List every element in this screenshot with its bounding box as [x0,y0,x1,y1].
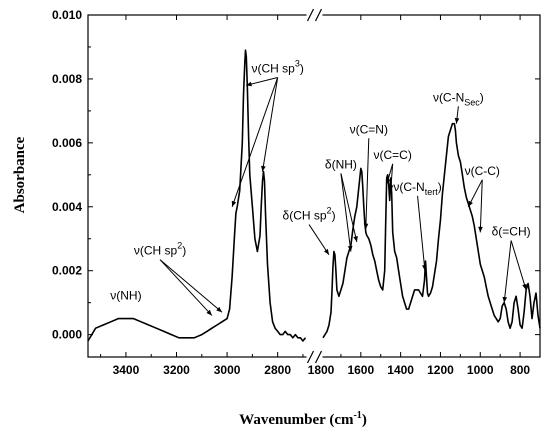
band-arrowhead [231,200,237,207]
break-gap-top [306,9,323,21]
y-tick-label: 0.010 [52,8,82,22]
x-tick-label: 3400 [113,363,140,377]
band-annotations: ν(NH) ν(CH sp2) ν(CH sp3) δ(CH sp2) δ(NH) ν(C… [110,59,531,316]
band-label: ν(C=N) [350,122,388,136]
x-tick-label: 1800 [308,363,335,377]
band-annotation: ν(C=N) [350,122,388,230]
band-label: δ(=CH) [492,225,531,239]
band-annotation: ν(C-NSec) [433,90,484,124]
band-arrowhead [353,236,358,242]
band-arrow [231,77,279,207]
band-label: ν(CH sp2) [134,241,186,258]
plot-area-border [87,14,541,358]
y-tick-label: 0.006 [52,136,82,150]
y-tick-labels: 0.000 0.002 0.004 0.006 0.008 0.010 [52,8,82,342]
band-arrowhead [206,309,212,316]
break-slash [314,350,323,364]
band-arrowhead [385,178,391,185]
y-axis-title: Absorbance [12,136,28,213]
axis-break-mark [306,8,323,364]
break-slash [306,8,315,22]
band-arrow [159,259,223,313]
x-tick-label: 3000 [214,363,241,377]
band-annotation: δ(NH) [325,157,358,252]
y-tick-label: 0.004 [52,200,82,214]
axis-ticks [88,14,541,357]
x-tick-label: 1000 [467,363,494,377]
band-arrowhead [468,200,473,207]
band-arrowhead [454,117,460,124]
band-arrowhead [246,81,252,87]
spectrum-line-right [322,122,541,339]
band-label: ν(CH sp3) [251,59,303,76]
band-arrowhead [347,245,353,252]
band-arrow [340,173,352,252]
y-tick-label: 0.000 [52,328,82,342]
band-annotation: ν(NH) [110,288,141,302]
spectrum-series [87,49,541,342]
y-tick-label: 0.002 [52,264,82,278]
band-arrow [261,77,279,172]
band-annotation: ν(C-Ntert) [393,180,442,271]
band-arrow [365,138,370,230]
band-annotation: ν(C-C) [465,164,500,233]
x-tick-label: 1200 [427,363,454,377]
x-tick-label: 3200 [163,363,190,377]
spectrum-line-left [87,49,307,342]
band-label: ν(C-Ntert) [393,180,441,197]
band-arrowhead [323,248,329,255]
x-tick-label: 800 [510,363,530,377]
band-arrow [503,240,512,303]
break-gap-bottom [306,351,323,363]
x-tick-labels: 3400 3200 3000 2800 1800 1600 1400 1200 1000 800 [113,363,531,377]
x-tick-label: 1600 [347,363,374,377]
band-annotation: ν(CH sp2) [134,241,223,316]
band-label: δ(CH sp2) [283,206,336,223]
band-arrowhead [363,223,369,230]
break-slash [314,8,323,22]
band-arrowhead [502,296,508,303]
band-label: ν(C-C) [465,164,500,178]
band-annotation: δ(=CH) [492,225,531,303]
x-tick-label: 2800 [264,363,291,377]
x-tick-label: 1400 [387,363,414,377]
band-label: δ(NH) [325,157,357,171]
band-arrow [417,195,426,271]
band-arrow [510,240,527,291]
band-arrow [308,224,330,255]
band-arrowhead [478,226,483,233]
band-arrowhead [261,165,266,172]
band-label: ν(NH) [110,288,141,302]
band-arrow [159,259,213,316]
band-annotation: δ(CH sp2) [283,206,336,255]
band-arrowhead [388,185,394,191]
band-arrowhead [522,283,527,290]
band-arrow [479,179,483,233]
break-slash [306,350,315,364]
y-tick-label: 0.008 [52,72,82,86]
plot-frame [87,14,541,358]
x-axis-title: Wavenumber (cm-1) [239,410,367,428]
band-annotation: ν(C=C) [374,148,412,191]
band-arrowhead [422,264,427,271]
band-label: ν(C-NSec) [433,90,484,107]
band-arrowhead [216,306,223,313]
band-label: ν(C=C) [374,148,412,162]
band-arrow [340,173,358,243]
band-annotation: ν(CH sp3) [231,59,304,207]
